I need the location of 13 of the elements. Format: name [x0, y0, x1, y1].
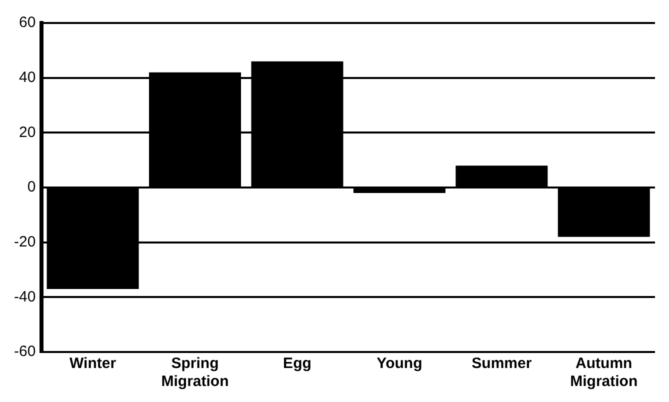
y-tick-label: 60 [18, 14, 36, 32]
x-tick-label: Young [376, 355, 422, 372]
y-tick-label: 40 [18, 68, 36, 86]
x-tick-label: Egg [283, 355, 312, 372]
y-tick-label: 20 [18, 124, 36, 141]
y-tick-label: -20 [14, 233, 36, 250]
x-tick-label: Spring Migration [161, 355, 229, 390]
x-tick-label: Autumn Migration [570, 355, 638, 390]
x-tick-label: Winter [70, 355, 116, 372]
y-tick-label: -60 [14, 343, 36, 360]
y-tick-label: 0 [27, 178, 36, 196]
y-tick-label: -40 [14, 288, 36, 306]
x-tick-label: Summer [472, 355, 532, 372]
